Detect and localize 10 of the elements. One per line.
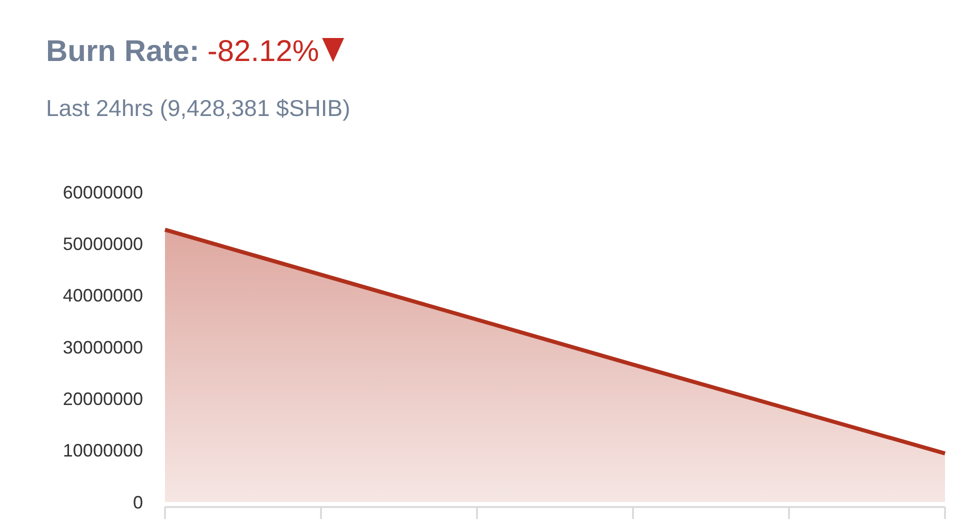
y-tick-label: 20000000 — [62, 388, 143, 409]
y-tick-label: 50000000 — [62, 234, 143, 254]
text: -82.12% — [207, 35, 320, 68]
chart-subtitle: Last 24hrs (9,428,381 $SHIB) — [46, 95, 350, 121]
y-tick-label: 0 — [132, 492, 143, 512]
y-tick-label: 30000000 — [62, 337, 143, 358]
y-tick-label: 40000000 — [62, 286, 143, 306]
y-tick-label: 60000000 — [62, 182, 143, 202]
y-tick-label: 10000000 — [62, 440, 143, 461]
chart-title: Burn Rate: — [46, 35, 200, 68]
